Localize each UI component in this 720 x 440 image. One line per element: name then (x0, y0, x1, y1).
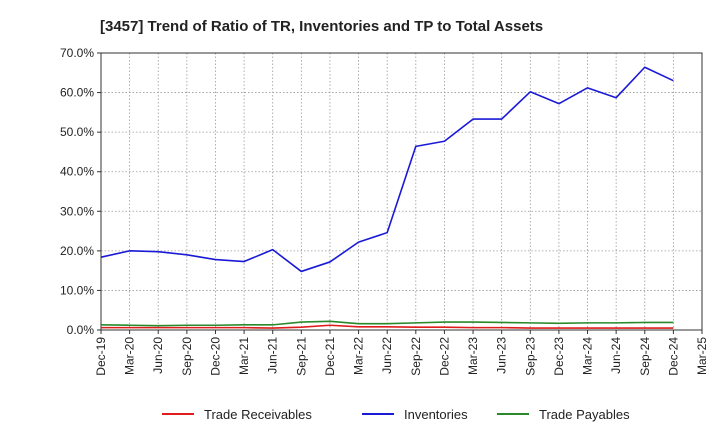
x-tick-label: Sep-22 (409, 337, 423, 376)
x-tick-label: Dec-24 (666, 337, 680, 376)
y-tick-label: 40.0% (60, 165, 94, 179)
x-tick-label: Jun-20 (151, 337, 165, 374)
x-tick-label: Jun-24 (609, 337, 623, 374)
y-tick-label: 30.0% (60, 204, 94, 218)
x-tick-label: Sep-23 (523, 337, 537, 376)
x-tick-label: Sep-20 (180, 337, 194, 376)
legend-label: Trade Receivables (204, 407, 312, 422)
legend: Trade Receivables Inventories Trade Payabl… (162, 407, 630, 422)
chart-title: [3457] Trend of Ratio of TR, Inventories… (100, 18, 543, 35)
x-tick-label: Mar-24 (581, 337, 595, 375)
series-group (100, 66, 674, 329)
y-tick-label: 10.0% (60, 283, 94, 297)
legend-label: Trade Payables (539, 407, 630, 422)
y-tick-label: 70.0% (60, 46, 94, 60)
y-tick-label: 0.0% (67, 323, 95, 337)
plot-frame (100, 52, 703, 331)
x-tick-label: Mar-20 (123, 337, 137, 375)
y-tick-label: 20.0% (60, 244, 94, 258)
x-tick-label: Sep-21 (294, 337, 308, 376)
x-tick-label: Dec-22 (437, 337, 451, 376)
x-tick-label: Mar-22 (352, 337, 366, 375)
x-tick-label: Dec-20 (208, 337, 222, 376)
legend-label: Inventories (404, 407, 468, 422)
x-tick-label: Jun-23 (495, 337, 509, 374)
series-line (101, 324, 674, 329)
y-tick-label: 60.0% (60, 86, 94, 100)
y-axis: 0.0% 10.0% 20.0% 30.0% 40.0% 50.0% 60.0% 70.0% (60, 46, 101, 337)
series-line (100, 66, 674, 273)
x-tick-label: Dec-19 (94, 337, 108, 376)
x-tick-label: Dec-21 (323, 337, 337, 376)
y-tick-label: 50.0% (60, 125, 94, 139)
x-tick-label: Sep-24 (638, 337, 652, 376)
x-tick-label: Mar-21 (237, 337, 251, 375)
x-axis: Dec-19 Mar-20 Jun-20 Sep-20 Dec-20 Mar-21 Jun-… (94, 330, 709, 376)
x-tick-label: Mar-23 (466, 337, 480, 375)
x-tick-label: Dec-23 (552, 337, 566, 376)
x-tick-label: Jun-21 (266, 337, 280, 374)
x-tick-label: Jun-22 (380, 337, 394, 374)
x-tick-label: Mar-25 (695, 337, 709, 375)
series-line (100, 320, 674, 327)
